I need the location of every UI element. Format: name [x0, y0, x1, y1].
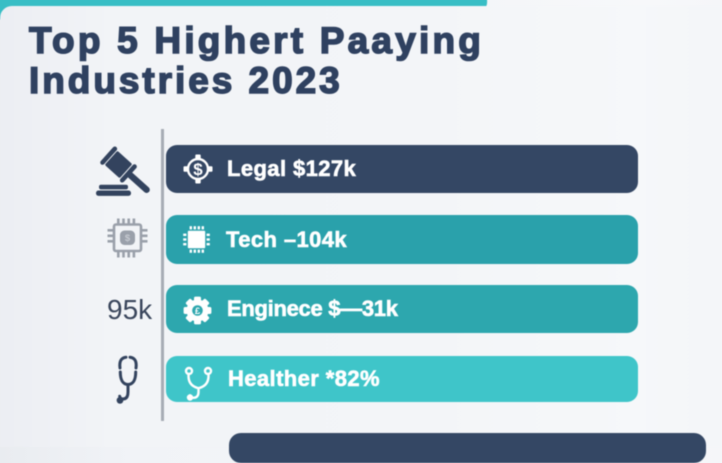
svg-text:$: $ — [193, 160, 203, 179]
svg-text:£: £ — [195, 306, 201, 317]
svg-text:$: $ — [125, 233, 131, 244]
